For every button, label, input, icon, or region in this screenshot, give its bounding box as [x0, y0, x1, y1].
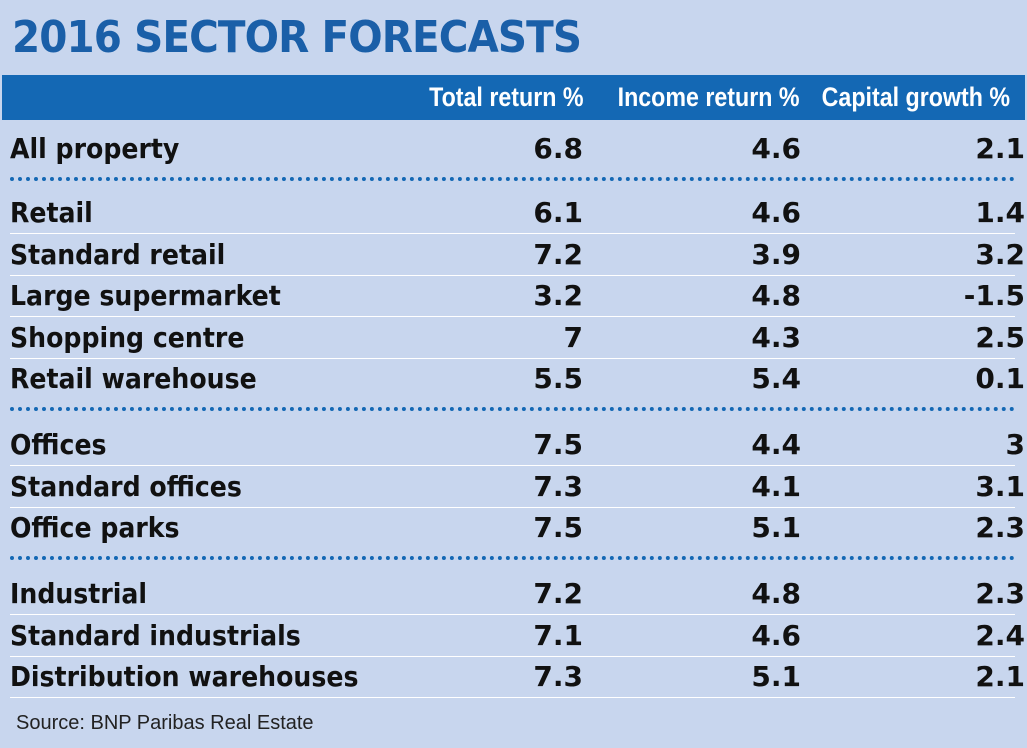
- income-return-value: 5.1: [751, 511, 801, 544]
- total-return-value: 7.5: [533, 428, 583, 461]
- table-row: All property 6.8 4.6 2.1: [0, 129, 1027, 169]
- row-divider: [10, 357, 1015, 359]
- capital-growth-value: 3: [1005, 428, 1025, 461]
- table-row: Retail 6.1 4.6 1.4: [0, 193, 1027, 233]
- total-return-value: 5.5: [533, 362, 583, 395]
- income-return-value: 4.8: [751, 279, 801, 312]
- capital-growth-value: 2.5: [975, 320, 1025, 354]
- row-label: Retail warehouse: [10, 362, 257, 395]
- table-row: Shopping centre 7 4.3 2.5: [0, 318, 1027, 358]
- total-return-value: 3.2: [533, 279, 583, 312]
- income-return-value: 3.9: [751, 237, 801, 271]
- table-row: Standard offices 7.3 4.1 3.1: [0, 467, 1027, 507]
- total-return-value: 7.1: [533, 618, 583, 652]
- column-header-capital-growth: Capital growth %: [821, 82, 1010, 112]
- total-return-value: 6.1: [533, 196, 583, 229]
- table-row: Distribution warehouses 7.3 5.1 2.1: [0, 657, 1027, 697]
- capital-growth-value: 1.4: [975, 196, 1025, 229]
- income-return-value: 4.4: [751, 428, 801, 461]
- income-return-value: 4.6: [751, 196, 801, 229]
- row-label: All property: [10, 132, 180, 165]
- table-row: Standard industrials 7.1 4.6 2.4: [0, 616, 1027, 656]
- group-divider: [10, 407, 1015, 411]
- capital-growth-value: 2.3: [975, 577, 1025, 610]
- row-divider: [10, 506, 1015, 508]
- capital-growth-value: 3.2: [975, 237, 1025, 271]
- row-divider: [10, 233, 1015, 234]
- capital-growth-value: 2.1: [975, 132, 1025, 165]
- row-label: Office parks: [10, 511, 180, 544]
- total-return-value: 6.8: [533, 132, 583, 165]
- table-row: Office parks 7.5 5.1 2.3: [0, 508, 1027, 548]
- income-return-value: 5.1: [751, 660, 801, 693]
- income-return-value: 4.8: [751, 577, 801, 610]
- capital-growth-value: 0.1: [975, 362, 1025, 395]
- row-label: Standard offices: [10, 469, 242, 503]
- group-divider: [10, 177, 1015, 181]
- total-return-value: 7.2: [533, 237, 583, 271]
- capital-growth-value: 2.4: [975, 618, 1025, 652]
- row-label: Retail: [10, 196, 93, 229]
- income-return-value: 4.6: [751, 132, 801, 165]
- table-row: Offices 7.5 4.4 3: [0, 425, 1027, 465]
- row-divider: [10, 274, 1015, 276]
- row-label: Shopping centre: [10, 320, 245, 354]
- income-return-value: 4.1: [751, 469, 801, 503]
- capital-growth-value: 3.1: [975, 469, 1025, 503]
- row-divider: [10, 697, 1015, 698]
- row-divider: [10, 316, 1015, 317]
- row-label: Industrial: [10, 577, 148, 610]
- capital-growth-value: 2.1: [975, 660, 1025, 693]
- total-return-value: 7.5: [533, 511, 583, 544]
- group-divider: [10, 556, 1015, 560]
- table-row: Retail warehouse 5.5 5.4 0.1: [0, 359, 1027, 399]
- chart-title: 2016 SECTOR FORECASTS: [12, 12, 582, 63]
- table-row: Industrial 7.2 4.8 2.3: [0, 574, 1027, 614]
- row-label: Standard retail: [10, 237, 226, 271]
- column-header-total-return: Total return %: [429, 82, 584, 112]
- row-label: Standard industrials: [10, 618, 301, 652]
- column-header-bar: Total return % Income return % Capital g…: [2, 75, 1025, 120]
- total-return-value: 7.3: [533, 660, 583, 693]
- capital-growth-value: -1.5: [963, 279, 1025, 312]
- row-divider: [10, 655, 1015, 657]
- capital-growth-value: 2.3: [975, 511, 1025, 544]
- row-label: Large supermarket: [10, 279, 281, 312]
- source-note: Source: BNP Paribas Real Estate: [16, 712, 314, 734]
- table-row: Standard retail 7.2 3.9 3.2: [0, 235, 1027, 275]
- table-row: Large supermarket 3.2 4.8 -1.5: [0, 276, 1027, 316]
- total-return-value: 7.2: [533, 577, 583, 610]
- income-return-value: 5.4: [751, 362, 801, 395]
- row-label: Offices: [10, 428, 107, 461]
- total-return-value: 7.3: [533, 469, 583, 503]
- income-return-value: 4.3: [751, 320, 801, 354]
- income-return-value: 4.6: [751, 618, 801, 652]
- row-label: Distribution warehouses: [10, 660, 359, 693]
- total-return-value: 7: [563, 320, 583, 354]
- row-divider: [10, 465, 1015, 466]
- row-divider: [10, 614, 1015, 615]
- column-header-income-return: Income return %: [618, 82, 800, 112]
